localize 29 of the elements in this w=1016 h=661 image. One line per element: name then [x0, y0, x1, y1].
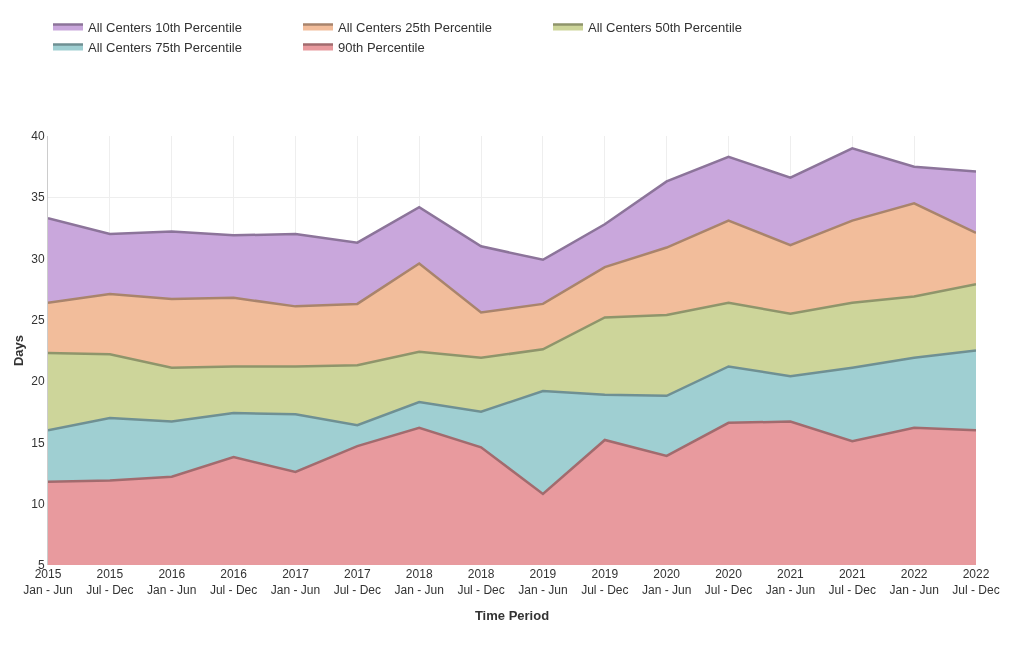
x-tick-label: 2016 Jul - Dec — [209, 567, 258, 597]
y-tick-label: 20 — [31, 374, 45, 389]
y-tick-label: 40 — [31, 129, 45, 144]
x-tick-label: 2018 Jul - Dec — [457, 567, 505, 597]
x-tick-label: 2021 Jul - Dec — [828, 567, 876, 597]
y-axis-title: Days — [11, 334, 27, 367]
legend-label: All Centers 75th Percentile — [88, 39, 242, 55]
x-tick-label: 2018 Jan - Jun — [394, 567, 444, 597]
x-tick-label: 2019 Jul - Dec — [581, 567, 629, 597]
x-tick-label: 2017 Jul - Dec — [333, 567, 381, 597]
y-tick-label: 30 — [31, 251, 45, 266]
x-tick-label: 2016 Jan - Jun — [147, 567, 197, 597]
legend-label: All Centers 10th Percentile — [88, 19, 242, 35]
x-tick-label: 2019 Jan - Jun — [518, 567, 568, 597]
legend-label: 90th Percentile — [338, 39, 425, 55]
x-tick-label: 2020 Jul - Dec — [704, 567, 753, 597]
legend-label: All Centers 25th Percentile — [338, 19, 492, 35]
legend-label: All Centers 50th Percentile — [588, 19, 742, 35]
x-tick-label: 2021 Jan - Jun — [765, 567, 816, 597]
x-tick-label: 2022 Jul - Dec — [952, 567, 1000, 597]
y-tick-label: 10 — [31, 496, 45, 511]
x-tick-label: 2017 Jan - Jun — [270, 567, 321, 597]
x-axis-title: Time Period — [474, 608, 550, 624]
y-tick-label: 35 — [31, 190, 45, 205]
x-tick-label: 2022 Jan - Jun — [889, 567, 939, 597]
y-tick-label: 25 — [31, 313, 45, 328]
x-tick-label: 2020 Jan - Jun — [641, 567, 692, 597]
y-tick-label: 15 — [31, 435, 45, 450]
x-tick-label: 2015 Jul - Dec — [86, 567, 134, 597]
